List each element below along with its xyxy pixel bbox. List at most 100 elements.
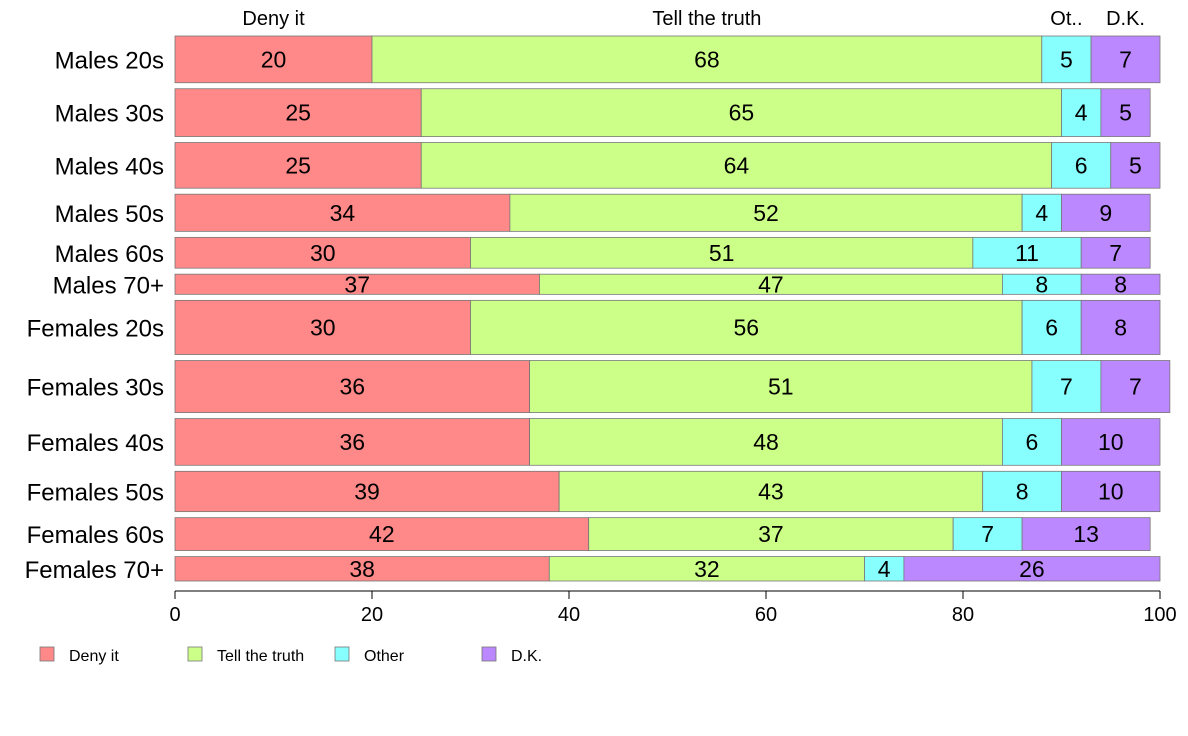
- legend-swatch-other: [334, 646, 350, 662]
- data-label-males-40s-other: 6: [1075, 152, 1088, 178]
- x-tick-label-60: 60: [755, 604, 777, 626]
- data-label-females-60s-tell-the-truth: 37: [758, 521, 784, 547]
- legend-label-other: Other: [364, 648, 405, 665]
- legend-swatch-deny-it: [39, 646, 55, 662]
- data-label-males-30s-deny-it: 25: [285, 100, 311, 126]
- bar-females-30s-tell-the-truth: [529, 360, 1033, 413]
- bar-males-20s-other: [1041, 35, 1092, 84]
- data-label-males-20s-deny-it: 20: [261, 46, 287, 72]
- data-label-females-60s-d-k: 13: [1073, 521, 1099, 547]
- data-label-females-50s-d-k: 10: [1098, 478, 1124, 504]
- data-label-females-40s-other: 6: [1026, 429, 1039, 455]
- data-label-males-30s-d-k: 5: [1119, 100, 1132, 126]
- bar-males-30s-other: [1061, 88, 1102, 137]
- bar-females-40s-d-k: [1061, 418, 1161, 466]
- data-label-females-50s-tell-the-truth: 43: [758, 478, 784, 504]
- data-label-females-30s-d-k: 7: [1129, 374, 1142, 400]
- data-label-males-50s-tell-the-truth: 52: [753, 200, 779, 226]
- data-label-males-30s-tell-the-truth: 65: [729, 100, 755, 126]
- data-label-females-30s-other: 7: [1060, 374, 1073, 400]
- row-label-females-30s: Females 30s: [27, 375, 164, 402]
- bar-females-20s-tell-the-truth: [470, 299, 1023, 355]
- bar-males-60s-other: [972, 236, 1082, 269]
- data-label-females-50s-other: 8: [1016, 478, 1029, 504]
- bar-males-30s-tell-the-truth: [420, 88, 1062, 137]
- data-label-females-60s-other: 7: [981, 521, 994, 547]
- bar-males-40s-d-k: [1110, 142, 1161, 189]
- x-tick-label-80: 80: [952, 604, 974, 626]
- bar-males-50s-deny-it: [174, 193, 511, 232]
- bar-males-40s-deny-it: [174, 142, 422, 189]
- bar-males-60s-d-k: [1080, 236, 1151, 269]
- bar-females-50s-d-k: [1061, 470, 1161, 513]
- bar-males-50s-d-k: [1061, 193, 1151, 232]
- bar-females-30s-other: [1031, 360, 1102, 413]
- bar-females-40s-tell-the-truth: [529, 418, 1003, 466]
- x-tick-label-0: 0: [169, 604, 180, 626]
- data-label-males-50s-other: 4: [1035, 200, 1048, 226]
- data-label-females-40s-deny-it: 36: [340, 429, 366, 455]
- row-label-males-40s: Males 40s: [55, 153, 164, 180]
- row-label-males-70: Males 70+: [53, 272, 164, 299]
- data-label-females-30s-deny-it: 36: [340, 374, 366, 400]
- bar-females-40s-other: [1002, 418, 1062, 466]
- data-label-females-70-d-k: 26: [1019, 556, 1045, 582]
- bar-females-60s-d-k: [1021, 517, 1151, 551]
- bar-males-40s-tell-the-truth: [420, 142, 1053, 189]
- row-label-females-40s: Females 40s: [27, 430, 164, 457]
- bar-females-70-deny-it: [174, 556, 550, 582]
- data-label-males-30s-other: 4: [1075, 100, 1088, 126]
- row-label-females-70: Females 70+: [25, 557, 164, 584]
- data-label-males-20s-tell-the-truth: 68: [694, 46, 720, 72]
- data-label-males-70-d-k: 8: [1114, 271, 1127, 297]
- top-label-other: Ot..: [1050, 8, 1082, 30]
- x-tick-label-20: 20: [361, 604, 383, 626]
- bar-females-20s-deny-it: [174, 299, 471, 355]
- data-label-females-20s-other: 6: [1045, 314, 1058, 340]
- data-label-females-20s-deny-it: 30: [310, 314, 336, 340]
- x-tick-label-100: 100: [1143, 604, 1176, 626]
- legend-label-deny-it: Deny it: [69, 648, 119, 665]
- bar-females-20s-d-k: [1080, 299, 1161, 355]
- bar-males-30s-d-k: [1100, 88, 1151, 137]
- bar-males-60s-deny-it: [174, 236, 471, 269]
- bar-females-40s-deny-it: [174, 418, 531, 466]
- top-label-deny-it: Deny it: [242, 8, 305, 30]
- data-label-females-70-tell-the-truth: 32: [694, 556, 720, 582]
- data-label-males-20s-d-k: 7: [1119, 46, 1132, 72]
- data-label-females-70-deny-it: 38: [349, 556, 375, 582]
- data-label-males-70-deny-it: 37: [344, 271, 370, 297]
- row-label-males-50s: Males 50s: [55, 201, 164, 228]
- bar-females-60s-tell-the-truth: [588, 517, 954, 551]
- bar-females-30s-d-k: [1100, 360, 1171, 413]
- legend-label-tell-the-truth: Tell the truth: [217, 648, 304, 665]
- data-label-females-60s-deny-it: 42: [369, 521, 395, 547]
- data-label-males-60s-d-k: 7: [1109, 240, 1122, 266]
- bar-males-20s-deny-it: [174, 35, 373, 84]
- bar-males-50s-tell-the-truth: [509, 193, 1023, 232]
- data-label-females-50s-deny-it: 39: [354, 478, 380, 504]
- bar-females-50s-other: [982, 470, 1062, 513]
- legend-swatch-tell-the-truth: [187, 646, 203, 662]
- data-label-females-30s-tell-the-truth: 51: [768, 374, 794, 400]
- data-label-males-50s-deny-it: 34: [330, 200, 356, 226]
- bar-females-50s-deny-it: [174, 470, 560, 513]
- row-label-females-50s: Females 50s: [27, 479, 164, 506]
- legend-label-d-k: D.K.: [511, 648, 542, 665]
- data-label-females-40s-d-k: 10: [1098, 429, 1124, 455]
- bar-females-60s-deny-it: [174, 517, 590, 551]
- bar-males-20s-d-k: [1090, 35, 1161, 84]
- data-label-males-40s-deny-it: 25: [285, 152, 311, 178]
- data-label-males-50s-d-k: 9: [1099, 200, 1112, 226]
- data-label-males-70-tell-the-truth: 47: [758, 271, 784, 297]
- data-label-males-40s-d-k: 5: [1129, 152, 1142, 178]
- data-label-females-70-other: 4: [878, 556, 891, 582]
- bar-males-70-d-k: [1080, 273, 1161, 295]
- bar-males-20s-tell-the-truth: [371, 35, 1043, 84]
- data-label-females-20s-tell-the-truth: 56: [734, 314, 760, 340]
- data-label-females-40s-tell-the-truth: 48: [753, 429, 779, 455]
- x-tick-label-40: 40: [558, 604, 580, 626]
- row-label-females-60s: Females 60s: [27, 522, 164, 549]
- data-label-males-60s-tell-the-truth: 51: [709, 240, 735, 266]
- bar-females-70-d-k: [903, 556, 1161, 582]
